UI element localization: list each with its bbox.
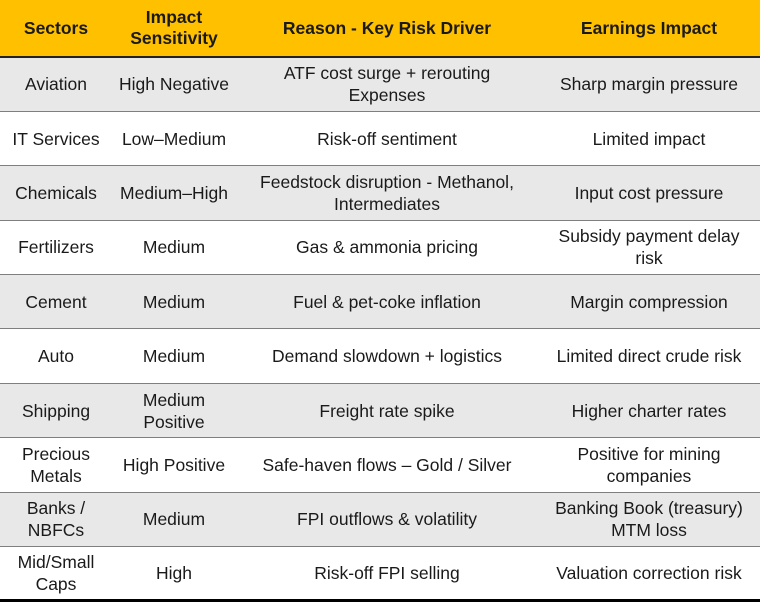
cell-sensitivity: Medium <box>112 274 236 330</box>
cell-earnings: Banking Book (treasury) MTM loss <box>538 492 760 548</box>
cell-sector: Precious Metals <box>0 437 112 493</box>
table-body: Aviation High Negative ATF cost surge + … <box>0 57 760 603</box>
cell-earnings: Valuation correction risk <box>538 546 760 603</box>
table-header: Sectors Impact Sensitivity Reason - Key … <box>0 0 760 58</box>
table-row: Fertilizers Medium Gas & ammonia pricing… <box>0 220 760 276</box>
cell-sensitivity: Medium Positive <box>112 383 236 439</box>
cell-earnings: Subsidy payment delay risk <box>538 220 760 276</box>
table-row: Mid/Small Caps High Risk-off FPI selling… <box>0 546 760 603</box>
cell-earnings: Higher charter rates <box>538 383 760 439</box>
cell-sensitivity: Medium <box>112 492 236 548</box>
cell-sensitivity: Medium <box>112 220 236 276</box>
table-row: Cement Medium Fuel & pet-coke inflation … <box>0 274 760 330</box>
cell-earnings: Limited direct crude risk <box>538 328 760 384</box>
cell-sector: Chemicals <box>0 165 112 221</box>
cell-reason: FPI outflows & volatility <box>236 492 538 548</box>
cell-sensitivity: Medium–High <box>112 165 236 221</box>
table-row: Precious Metals High Positive Safe-haven… <box>0 437 760 493</box>
cell-sector: Cement <box>0 274 112 330</box>
cell-reason: Freight rate spike <box>236 383 538 439</box>
cell-earnings: Margin compression <box>538 274 760 330</box>
cell-sensitivity: High Positive <box>112 437 236 493</box>
header-earnings-impact: Earnings Impact <box>538 0 760 58</box>
cell-sensitivity: Low–Medium <box>112 111 236 167</box>
cell-sector: IT Services <box>0 111 112 167</box>
cell-reason: Feedstock disruption - Methanol, Interme… <box>236 165 538 221</box>
cell-sector: Fertilizers <box>0 220 112 276</box>
table-row: Banks / NBFCs Medium FPI outflows & vola… <box>0 492 760 548</box>
table-row: Aviation High Negative ATF cost surge + … <box>0 57 760 112</box>
table-row: Chemicals Medium–High Feedstock disrupti… <box>0 165 760 221</box>
cell-sector: Auto <box>0 328 112 384</box>
cell-sector: Shipping <box>0 383 112 439</box>
cell-sector: Aviation <box>0 57 112 112</box>
cell-reason: Risk-off sentiment <box>236 111 538 167</box>
cell-earnings: Positive for mining companies <box>538 437 760 493</box>
cell-reason: Gas & ammonia pricing <box>236 220 538 276</box>
header-sectors: Sectors <box>0 0 112 58</box>
cell-sector: Mid/Small Caps <box>0 546 112 603</box>
table-row: IT Services Low–Medium Risk-off sentimen… <box>0 111 760 167</box>
header-row: Sectors Impact Sensitivity Reason - Key … <box>0 0 760 58</box>
cell-sector: Banks / NBFCs <box>0 492 112 548</box>
table-row: Auto Medium Demand slowdown + logistics … <box>0 328 760 384</box>
cell-earnings: Sharp margin pressure <box>538 57 760 112</box>
cell-reason: Risk-off FPI selling <box>236 546 538 603</box>
cell-reason: Fuel & pet-coke inflation <box>236 274 538 330</box>
cell-sensitivity: Medium <box>112 328 236 384</box>
table-row: Shipping Medium Positive Freight rate sp… <box>0 383 760 439</box>
cell-reason: ATF cost surge + rerouting Expenses <box>236 57 538 112</box>
cell-sensitivity: High <box>112 546 236 603</box>
cell-reason: Demand slowdown + logistics <box>236 328 538 384</box>
cell-earnings: Input cost pressure <box>538 165 760 221</box>
header-impact-sensitivity: Impact Sensitivity <box>112 0 236 58</box>
header-reason: Reason - Key Risk Driver <box>236 0 538 58</box>
cell-reason: Safe-haven flows – Gold / Silver <box>236 437 538 493</box>
cell-sensitivity: High Negative <box>112 57 236 112</box>
cell-earnings: Limited impact <box>538 111 760 167</box>
